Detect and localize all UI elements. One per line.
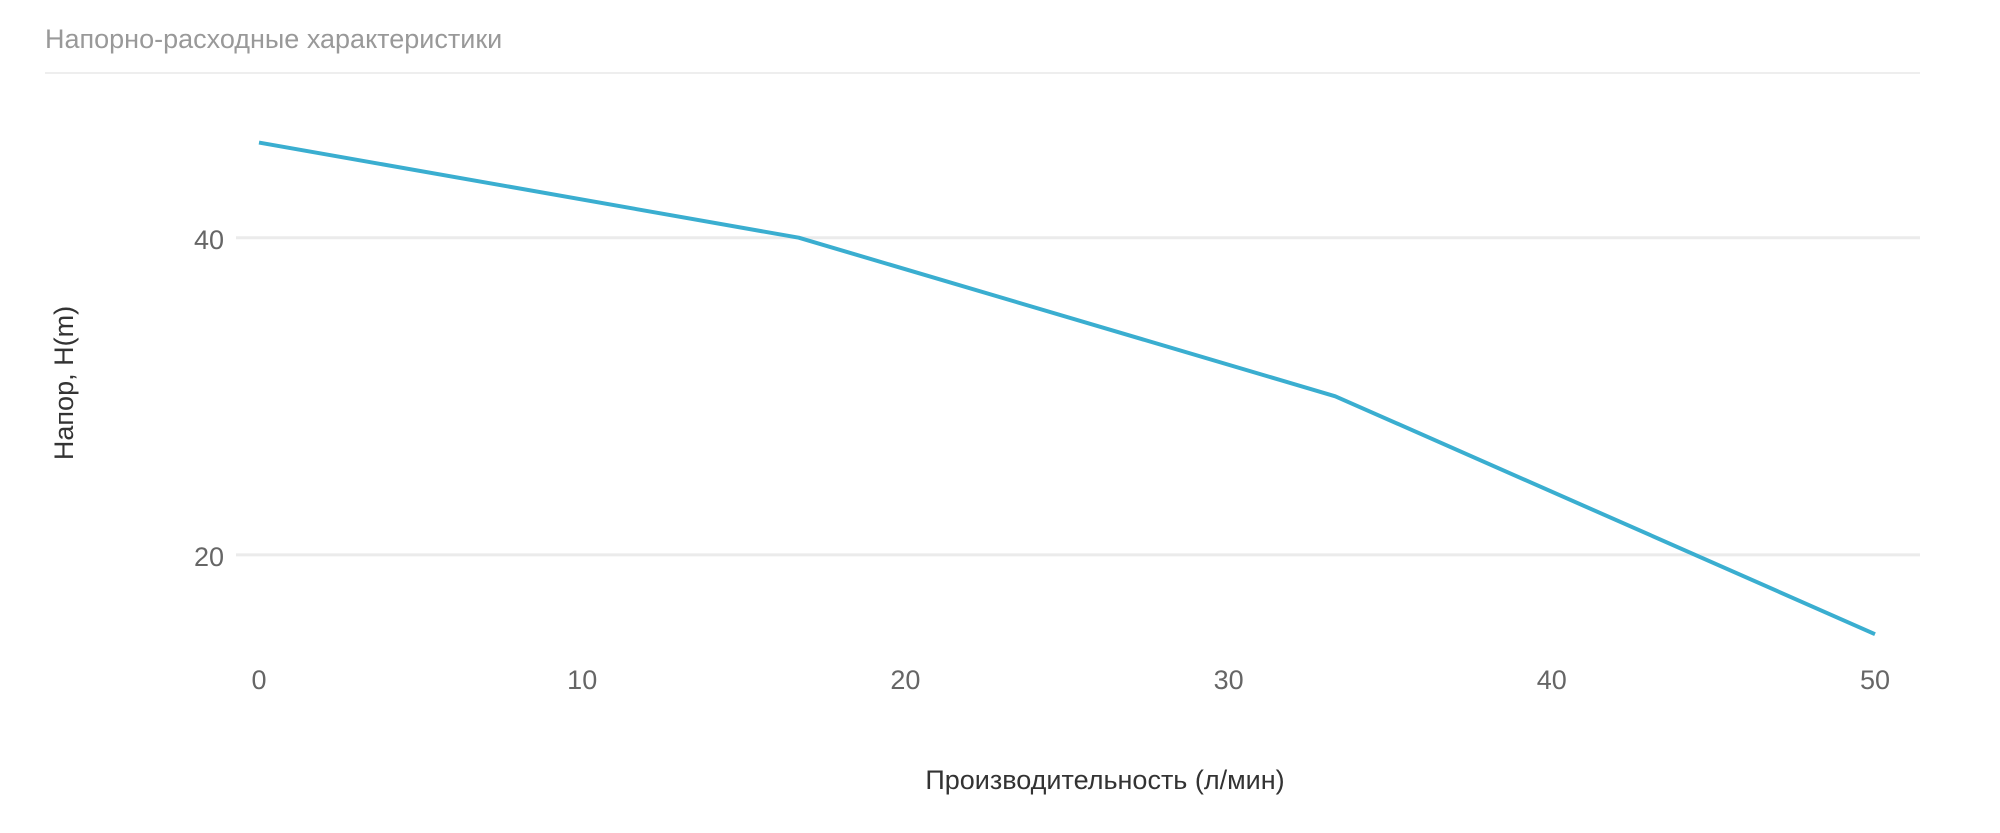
y-tick-label: 20 [194, 542, 224, 572]
x-tick-label: 30 [1214, 665, 1244, 695]
chart-title: Напорно-расходные характеристики [45, 24, 502, 54]
y-axis-title: Напор, H(m) [49, 306, 79, 460]
y-tick-label: 40 [194, 225, 224, 255]
x-tick-label: 0 [251, 665, 266, 695]
x-axis-title: Производительность (л/мин) [925, 765, 1284, 795]
line-series [258, 140, 1876, 636]
x-tick-label: 40 [1537, 665, 1567, 695]
x-tick-label: 10 [567, 665, 597, 695]
x-tick-label: 50 [1860, 665, 1890, 695]
x-tick-label: 20 [890, 665, 920, 695]
